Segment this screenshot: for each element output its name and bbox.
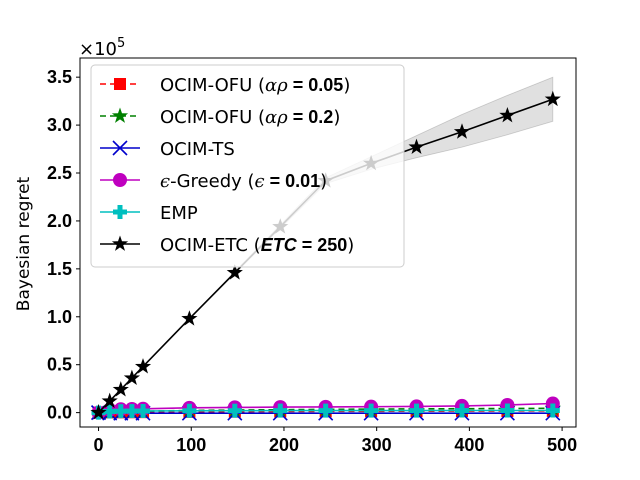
axes: 0 100 200 300 400 500 0.0 0.5 1.0 1.5 2.0 2.5 3.0 3.5 bbox=[47, 57, 577, 455]
legend-label-3-mid: -Greedy ( bbox=[170, 171, 254, 192]
legend-label-0: OCIM-OFU (αρ = 0.05) bbox=[160, 75, 350, 96]
series-5-point-0 bbox=[90, 404, 107, 420]
series-4-point-11 bbox=[454, 403, 469, 418]
series-4-point-2 bbox=[113, 404, 128, 419]
legend-marker-2-stroke-b bbox=[112, 140, 128, 156]
series-5-point-11 bbox=[453, 123, 471, 139]
series-4-point-1-bar-v bbox=[107, 404, 113, 419]
series-5-point-1 bbox=[101, 392, 118, 408]
series-4-point-2-bar-v bbox=[118, 404, 124, 419]
series-5-point-13 bbox=[544, 90, 561, 107]
legend-marker-1 bbox=[111, 107, 129, 123]
legend: OCIM-OFU (αρ = 0.05)OCIM-OFU (αρ = 0.2)O… bbox=[90, 64, 405, 268]
x-tick-label-2: 200 bbox=[269, 435, 299, 455]
legend-marker-4 bbox=[113, 205, 127, 219]
series-4-point-3 bbox=[124, 404, 139, 419]
axes-frame bbox=[79, 57, 577, 428]
y-axis-label: Bayesian regret bbox=[14, 176, 34, 311]
legend-label-1-prefix: OCIM-OFU ( bbox=[160, 107, 265, 128]
y-tick-label-2: 1.0 bbox=[47, 307, 72, 327]
legend-label-3: ϵ-Greedy (ϵ = 0.01) bbox=[160, 171, 327, 192]
legend-label-1: OCIM-OFU (αρ = 0.2) bbox=[160, 107, 340, 128]
y-tick-label-6: 3.0 bbox=[47, 115, 72, 135]
legend-label-0-math: αρ bbox=[265, 75, 288, 96]
legend-label-3-math2: ϵ bbox=[255, 171, 265, 192]
legend-label-1-math: αρ bbox=[265, 107, 288, 128]
x-tick-label-3: 300 bbox=[362, 435, 392, 455]
legend-label-5-prefix: OCIM-ETC ( bbox=[160, 235, 261, 256]
series-5-point-12 bbox=[499, 107, 516, 123]
series-4-point-13-bar-v bbox=[550, 403, 556, 418]
y-tick-label-0: 0.0 bbox=[47, 403, 72, 423]
series-5-point-6 bbox=[226, 264, 243, 280]
x-tick-label-0: 0 bbox=[94, 435, 104, 455]
series-4-point-13 bbox=[545, 403, 560, 418]
y-tick-label-4: 2.0 bbox=[47, 211, 72, 231]
legend-label-0-prefix: OCIM-OFU ( bbox=[160, 75, 265, 96]
series-4-point-9 bbox=[364, 403, 379, 418]
legend-marker-3 bbox=[113, 173, 127, 187]
series-4-point-5-bar-v bbox=[186, 403, 192, 418]
x-tick-label-1: 100 bbox=[176, 435, 206, 455]
y-tick-label-1: 0.5 bbox=[47, 355, 72, 375]
legend-label-4: EMP bbox=[160, 203, 198, 224]
series-4-point-12 bbox=[500, 403, 515, 418]
legend-marker-2 bbox=[112, 140, 128, 156]
legend-label-3-suffix: ) bbox=[320, 171, 327, 192]
legend-box bbox=[90, 64, 405, 268]
y-scale-multiplier: ×105 bbox=[79, 36, 125, 60]
x-tick-label-5: 500 bbox=[547, 435, 577, 455]
legend-label-0-bold: = 0.05 bbox=[288, 75, 344, 95]
series-5-point-2 bbox=[112, 381, 129, 397]
series-4-point-9-bar-v bbox=[368, 403, 374, 418]
series-4-point-8 bbox=[318, 403, 333, 418]
series-4-point-6-bar-v bbox=[232, 403, 238, 418]
legend-label-5-suffix: ) bbox=[347, 235, 354, 256]
legend-label-5-bold: = 250 bbox=[297, 235, 348, 255]
legend-label-2: OCIM-TS bbox=[160, 139, 235, 160]
series-4-point-4-bar-v bbox=[140, 403, 146, 418]
legend-label-3-bold: = 0.01 bbox=[265, 171, 321, 191]
series-4-point-1 bbox=[102, 404, 117, 419]
legend-marker-4-bar-v bbox=[117, 205, 123, 219]
series-4-point-10-bar-v bbox=[414, 403, 420, 418]
y-tick-label-5: 2.5 bbox=[47, 163, 72, 183]
series-4-point-7 bbox=[273, 403, 288, 418]
legend-label-1-suffix: ) bbox=[333, 107, 340, 128]
legend-label-0-suffix: ) bbox=[343, 75, 350, 96]
series-4-point-12-bar-v bbox=[504, 403, 510, 418]
series-5-point-5 bbox=[181, 310, 198, 326]
series-4-point-6 bbox=[227, 403, 242, 418]
y-tick-label-7: 3.5 bbox=[47, 67, 72, 87]
legend-label-5: OCIM-ETC (ETC = 250) bbox=[160, 235, 354, 256]
series-4-point-3-bar-v bbox=[129, 404, 135, 419]
legend-marker-5 bbox=[111, 235, 129, 251]
series-4-point-10 bbox=[409, 403, 424, 418]
x-tick-label-4: 400 bbox=[454, 435, 484, 455]
series-5-point-4 bbox=[135, 358, 152, 374]
legend-label-2-prefix: OCIM-TS bbox=[160, 139, 235, 160]
series-4-point-4 bbox=[136, 403, 151, 418]
y-tick-label-3: 1.5 bbox=[47, 259, 72, 279]
series-4-point-7-bar-v bbox=[277, 403, 283, 418]
series-5-point-3 bbox=[123, 369, 140, 385]
series-4-point-11-bar-v bbox=[459, 403, 465, 418]
legend-label-5-bolditalic: ETC bbox=[261, 235, 298, 255]
legend-label-4-prefix: EMP bbox=[160, 203, 198, 224]
legend-label-1-bold: = 0.2 bbox=[288, 107, 334, 127]
series-4-point-5 bbox=[182, 403, 197, 418]
legend-label-3-math: ϵ bbox=[160, 171, 170, 192]
series-4-point-8-bar-v bbox=[323, 403, 329, 418]
legend-marker-0 bbox=[114, 78, 126, 90]
series-5-point-10 bbox=[408, 138, 425, 154]
